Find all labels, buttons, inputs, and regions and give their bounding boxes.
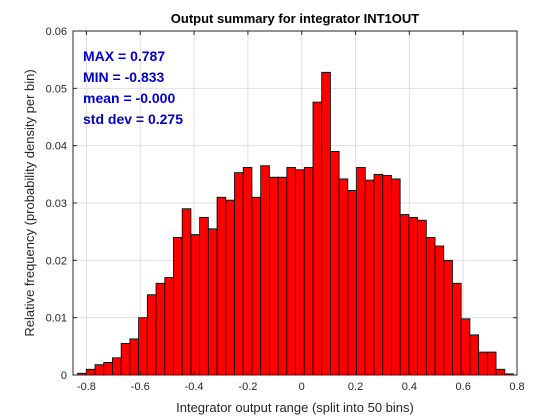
- chart-title: Output summary for integrator INT1OUT: [171, 11, 420, 26]
- stat-line: std dev = 0.275: [83, 111, 183, 127]
- stat-line: MAX = 0.787: [83, 48, 165, 64]
- histogram-bar: [417, 219, 427, 376]
- y-tick-label: 0.05: [46, 83, 67, 95]
- stat-line: MIN = -0.833: [83, 69, 165, 85]
- histogram-bar: [356, 167, 366, 376]
- histogram-bar: [216, 196, 227, 376]
- histogram-bar: [199, 216, 209, 376]
- histogram-bar: [382, 175, 392, 376]
- histogram-bar: [391, 178, 401, 376]
- histogram-bar: [112, 357, 122, 376]
- x-tick-label: -0.8: [77, 381, 96, 393]
- histogram-bar: [338, 178, 349, 376]
- histogram-bar: [242, 167, 253, 376]
- x-tick-label: -0.4: [185, 381, 204, 393]
- histogram-bar: [277, 176, 288, 376]
- bars: [77, 71, 514, 376]
- histogram-bar: [399, 214, 410, 376]
- stats-annotation: MAX = 0.787 MIN = -0.833 mean = -0.000 std …: [83, 48, 183, 127]
- histogram-bar: [373, 173, 384, 376]
- histogram-bar: [190, 234, 201, 376]
- histogram-bar: [486, 351, 497, 376]
- histogram-bar: [312, 101, 323, 376]
- x-tick-label: -0.2: [238, 381, 257, 393]
- histogram-bar: [364, 179, 375, 376]
- histogram-bar: [425, 236, 436, 376]
- histogram-bar: [478, 351, 488, 376]
- histogram-bar: [94, 364, 105, 376]
- histogram-bar: [251, 196, 262, 376]
- histogram-bar: [321, 71, 331, 376]
- x-tick-label: -0.6: [131, 381, 150, 393]
- histogram-bar: [260, 165, 270, 376]
- histogram-bar: [181, 208, 192, 376]
- x-tick-label: 0.8: [509, 381, 524, 393]
- y-axis-label: Relative frequency (probability density …: [22, 69, 37, 336]
- x-tick-label: 0: [299, 381, 305, 393]
- axis-ticks: -0.8 -0.6 -0.4 -0.2 0 0.2 0.4 0.6 0.8 0 0.01 0.02 0.…: [46, 26, 525, 393]
- histogram-bar: [103, 361, 113, 376]
- histogram-bar: [443, 259, 453, 376]
- histogram-bar: [330, 150, 340, 376]
- histogram-bar: [120, 343, 131, 376]
- y-tick-label: 0.01: [46, 313, 67, 325]
- histogram-bar: [469, 334, 480, 376]
- histogram-bar: [452, 282, 462, 376]
- x-tick-label: 0.4: [402, 381, 417, 393]
- histogram-bar: [225, 199, 235, 376]
- histogram-bar: [268, 176, 279, 376]
- histogram-bar: [460, 318, 471, 376]
- y-tick-label: 0.03: [46, 198, 67, 210]
- histogram-bar: [234, 172, 244, 376]
- histogram-bar: [286, 167, 296, 376]
- x-axis-label: Integrator output range (split into 50 b…: [176, 400, 414, 415]
- histogram-bar: [347, 189, 357, 376]
- histogram-bar: [129, 338, 140, 376]
- y-tick-label: 0: [61, 370, 67, 382]
- x-tick-label: 0.2: [348, 381, 363, 393]
- histogram-bar: [408, 216, 418, 376]
- histogram-bar: [173, 236, 183, 376]
- y-tick-label: 0.04: [46, 141, 67, 153]
- histogram-bar: [138, 317, 148, 376]
- histogram-bar: [295, 169, 305, 376]
- stat-line: mean = -0.000: [83, 90, 175, 106]
- histogram-bar: [495, 368, 506, 376]
- histogram-bar: [207, 228, 218, 376]
- histogram-bar: [85, 368, 96, 376]
- histogram-bar: [155, 282, 166, 376]
- histogram-bar: [303, 167, 314, 376]
- histogram-bar: [164, 277, 174, 376]
- histogram-bar: [434, 245, 445, 376]
- histogram-bar: [146, 294, 157, 376]
- x-tick-label: 0.6: [456, 381, 471, 393]
- y-tick-label: 0.02: [46, 255, 67, 267]
- y-tick-label: 0.06: [46, 26, 67, 38]
